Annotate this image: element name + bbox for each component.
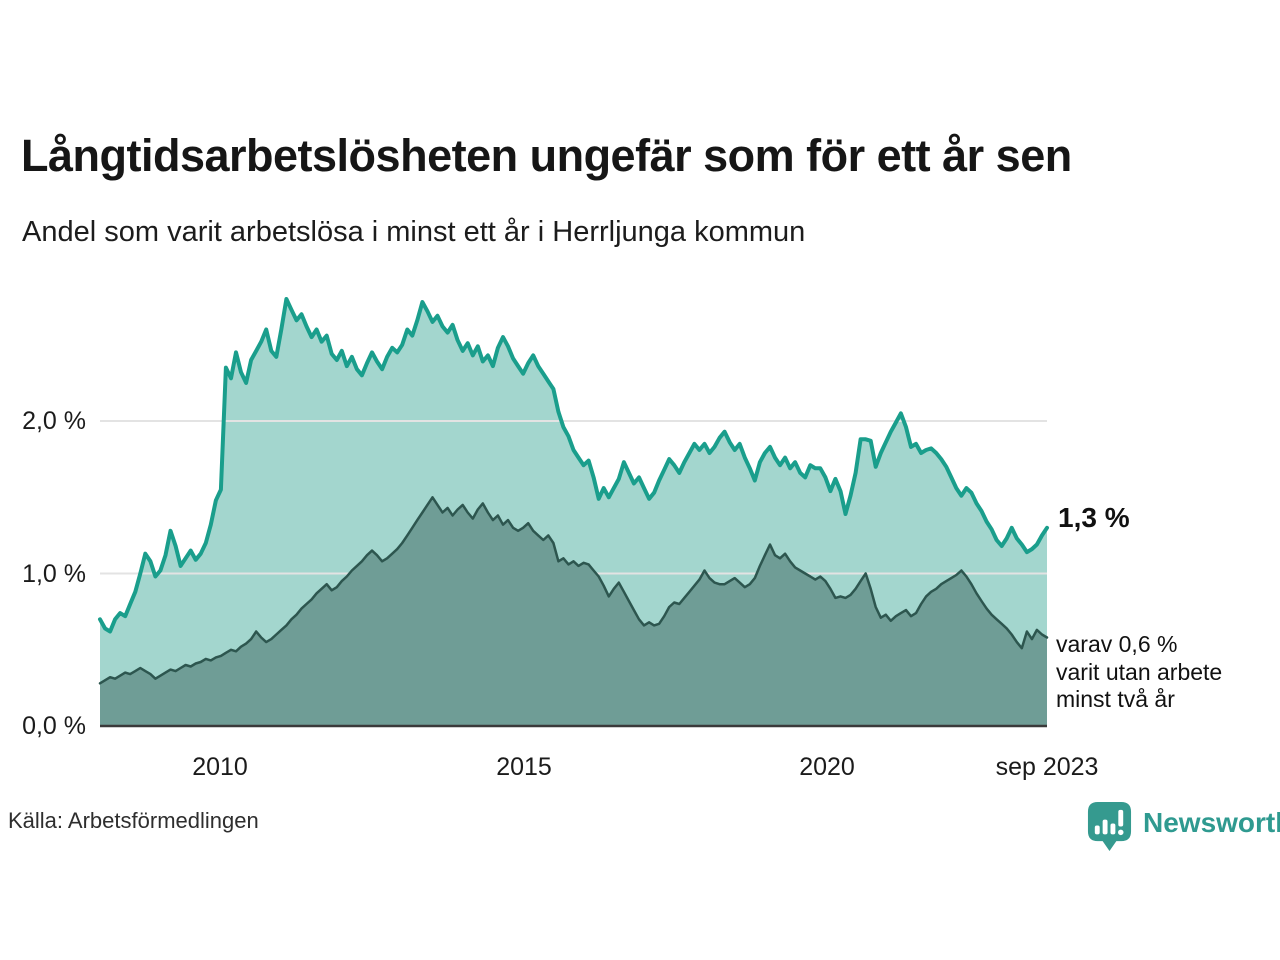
chart-subtitle: Andel som varit arbetslösa i minst ett å…	[22, 216, 806, 248]
line-unemployed-2yr	[98, 496, 1049, 685]
newsworthy-logo-icon	[1087, 802, 1132, 851]
newsworthy-logo-text: Newsworthy	[1143, 807, 1280, 838]
two-year-annotation: varav 0,6 % varit utan arbete minst två …	[1056, 631, 1222, 714]
y-tick-0pct: 0,0 %	[22, 712, 86, 740]
latest-value-label: 1,3 %	[1058, 502, 1130, 533]
x-tick-2015: 2015	[496, 753, 552, 781]
x-tick-2010: 2010	[192, 753, 248, 781]
line-unemployed-1yr	[98, 297, 1049, 634]
x-tick-2020: 2020	[799, 753, 855, 781]
newsworthy-logo: Newsworthy	[1086, 800, 1280, 852]
source-attribution: Källa: Arbetsförmedlingen	[8, 808, 259, 833]
y-tick-1pct: 1,0 %	[22, 560, 86, 588]
chart-title: Långtidsarbetslösheten ungefär som för e…	[21, 130, 1072, 181]
x-tick-sep-2023: sep 2023	[995, 753, 1099, 781]
two-year-annotation-line2: varit utan arbete	[1056, 658, 1223, 685]
area-unemployed-2yr	[100, 497, 1047, 726]
two-year-annotation-line1: varav 0,6 %	[1056, 631, 1178, 657]
two-year-annotation-line3: minst två år	[1056, 686, 1175, 712]
y-tick-2pct: 2,0 %	[22, 407, 86, 435]
